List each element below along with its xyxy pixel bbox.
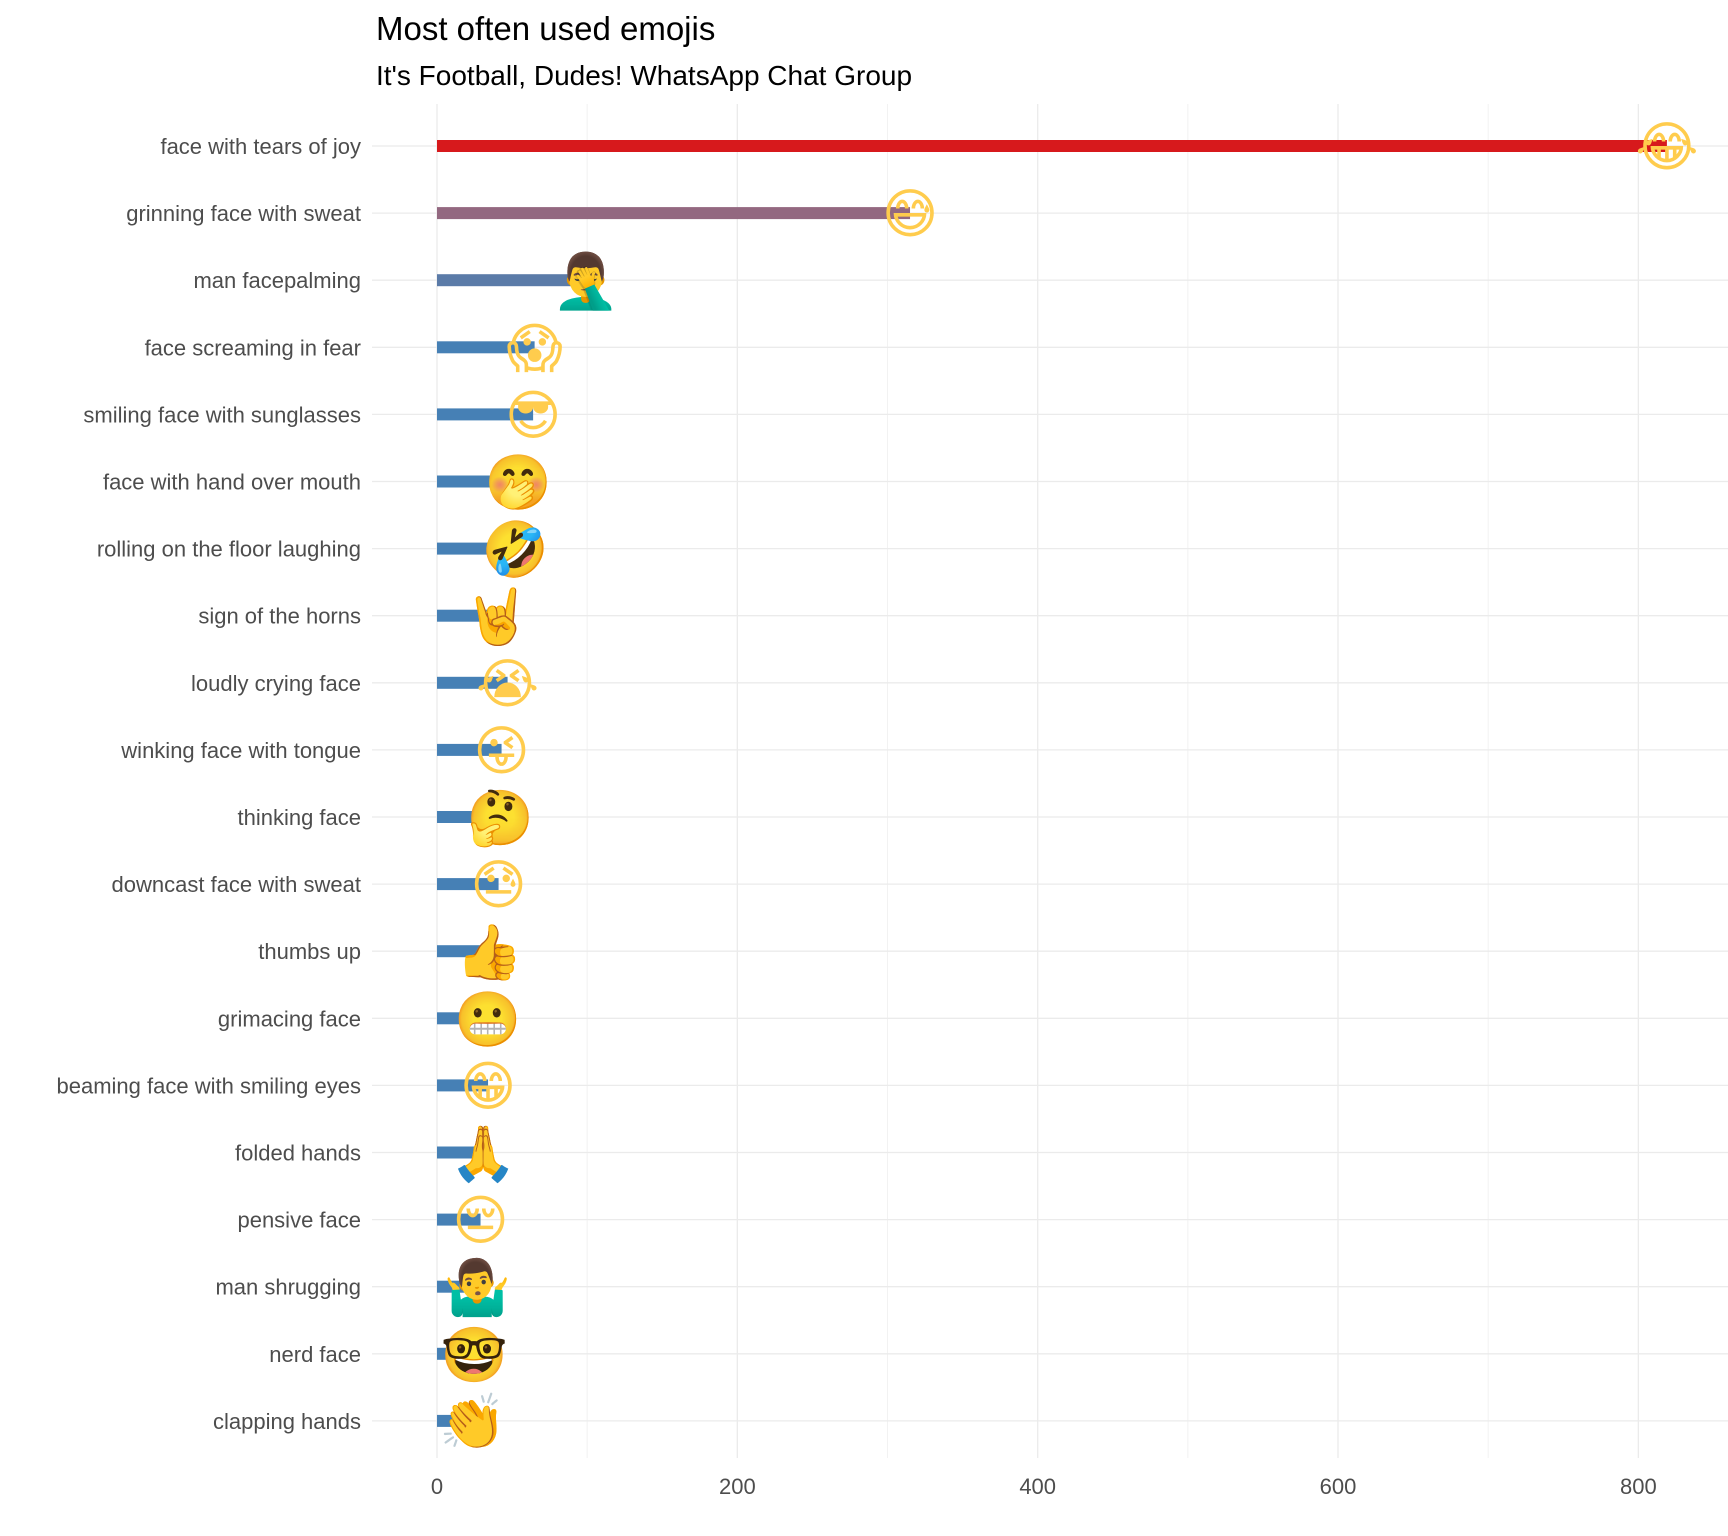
bar xyxy=(437,1146,484,1159)
y-axis-labels: face with tears of joy grinning face with… xyxy=(57,134,361,1434)
y-tick-label: face with tears of joy xyxy=(160,134,361,159)
y-tick-label: winking face with tongue xyxy=(120,738,361,763)
bar xyxy=(437,1280,478,1293)
emoji-marker: 🤓 xyxy=(441,1323,508,1386)
emoji-marker: 👏 xyxy=(439,1390,506,1453)
y-tick-label: man facepalming xyxy=(193,268,361,293)
bar xyxy=(437,475,519,488)
y-tick-label: folded hands xyxy=(235,1141,361,1166)
y-tick-label: loudly crying face xyxy=(191,671,361,696)
bar xyxy=(437,945,490,958)
y-tick-label: sign of the horns xyxy=(198,604,361,629)
emoji-marker: 😅 xyxy=(882,183,938,246)
emoji-marker: 🤦‍♂️ xyxy=(552,250,619,313)
emoji-marker: 🙏 xyxy=(450,1122,517,1185)
emoji-marker: 😜 xyxy=(473,719,529,782)
bar xyxy=(437,207,911,220)
y-tick-label: face with hand over mouth xyxy=(103,470,361,495)
bar xyxy=(437,878,499,891)
x-tick-label: 0 xyxy=(431,1474,443,1499)
emoji-marker: 🤘 xyxy=(463,584,530,649)
x-tick-label: 800 xyxy=(1620,1474,1657,1499)
emoji-marker: 😬 xyxy=(454,988,521,1051)
y-tick-label: downcast face with sweat xyxy=(112,872,361,897)
emoji-marker: 😂 xyxy=(1635,116,1698,179)
emoji-marker: 😭 xyxy=(476,652,539,715)
y-tick-label: clapping hands xyxy=(213,1409,361,1434)
bar xyxy=(437,140,1667,152)
bar xyxy=(437,609,498,622)
bar xyxy=(437,1079,489,1092)
bar xyxy=(437,811,501,823)
grid-lines xyxy=(372,104,1728,1458)
emoji-marker: 🤣 xyxy=(479,518,548,584)
bar xyxy=(437,676,508,689)
y-tick-label: thinking face xyxy=(237,805,361,830)
bars xyxy=(437,140,1667,1427)
emoji-marker: 😁 xyxy=(460,1055,516,1118)
y-tick-label: grimacing face xyxy=(218,1006,361,1031)
emoji-marker: 🤭 xyxy=(484,451,551,514)
y-tick-label: thumbs up xyxy=(258,939,361,964)
y-tick-label: smiling face with sunglasses xyxy=(83,402,361,427)
y-tick-label: nerd face xyxy=(269,1342,361,1367)
bar xyxy=(437,408,534,421)
chart-title: Most often used emojis xyxy=(376,10,715,47)
emoji-marker: 🤷‍♂️ xyxy=(444,1255,511,1319)
x-tick-label: 200 xyxy=(719,1474,756,1499)
emoji-marker: 😔 xyxy=(452,1189,508,1252)
bar xyxy=(437,1414,474,1427)
emoji-markers: 😂 😅 🤦‍♂️😱😎🤭🤣🤘😭😜🤔😓👍😬😁🙏😔🤷‍♂️🤓👏 xyxy=(439,116,1698,1454)
x-tick-label: 600 xyxy=(1320,1474,1357,1499)
bar xyxy=(437,743,502,756)
bar xyxy=(437,1012,489,1025)
chart-subtitle: It's Football, Dudes! WhatsApp Chat Grou… xyxy=(376,60,912,91)
x-tick-label: 400 xyxy=(1019,1474,1056,1499)
bar xyxy=(437,542,516,555)
emoji-marker: 😎 xyxy=(505,384,561,447)
y-tick-label: beaming face with smiling eyes xyxy=(57,1073,361,1098)
emoji-marker: 🤔 xyxy=(466,787,533,850)
y-tick-label: pensive face xyxy=(237,1208,361,1233)
x-axis-ticks: 0 200 400 600 800 xyxy=(431,1474,1657,1499)
emoji-marker: 👍 xyxy=(456,921,523,984)
bar xyxy=(437,1347,475,1360)
bar xyxy=(437,1213,481,1226)
y-tick-label: rolling on the floor laughing xyxy=(97,537,361,562)
y-tick-label: man shrugging xyxy=(215,1275,361,1300)
emoji-marker: 😱 xyxy=(506,317,562,380)
bar xyxy=(437,274,586,287)
bar xyxy=(437,341,535,354)
y-tick-label: grinning face with sweat xyxy=(126,201,361,226)
emoji-marker: 😓 xyxy=(470,854,526,917)
y-tick-label: face screaming in fear xyxy=(145,335,361,360)
